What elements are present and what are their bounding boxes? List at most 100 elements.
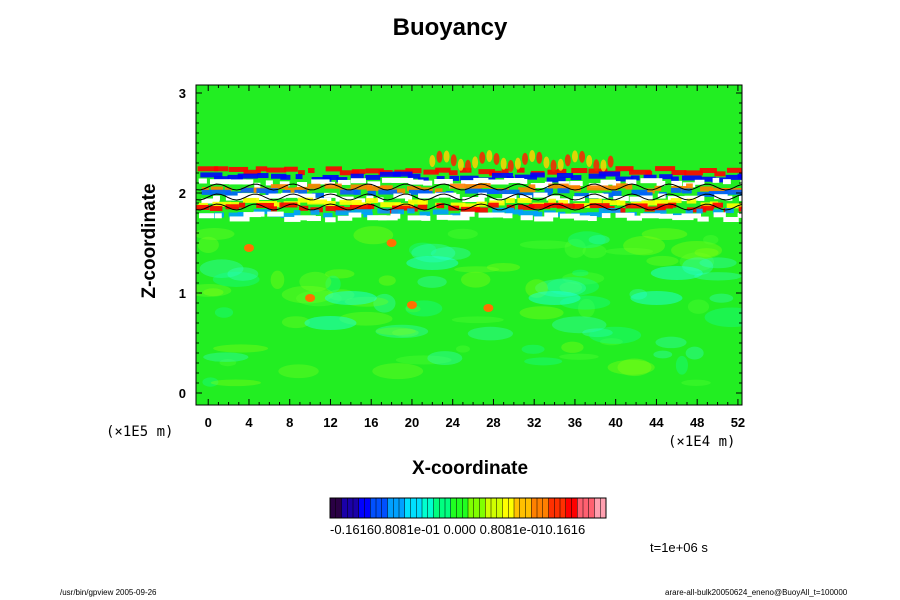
field-streak xyxy=(350,184,373,190)
field-streak xyxy=(196,204,210,210)
field-blob xyxy=(304,316,357,330)
field-streak xyxy=(325,217,336,223)
field-streak xyxy=(379,171,401,177)
colorbar-cell xyxy=(571,498,578,518)
field-blob xyxy=(685,346,704,360)
field-streak xyxy=(625,203,648,209)
field-streak xyxy=(613,195,629,201)
field-streak xyxy=(366,186,387,192)
field-streak xyxy=(556,168,567,174)
field-streak xyxy=(528,203,551,209)
field-streak xyxy=(213,166,229,172)
field-streak xyxy=(209,205,223,211)
field-streak xyxy=(367,215,387,221)
field-streak xyxy=(256,202,274,208)
field-streak xyxy=(280,212,298,218)
x-tick-label: 8 xyxy=(286,415,293,430)
y-tick-label: 0 xyxy=(179,386,186,401)
x-tick-label: 28 xyxy=(486,415,500,430)
field-streak xyxy=(668,202,677,208)
field-streak xyxy=(418,190,433,196)
field-streak xyxy=(243,169,261,175)
field-blob xyxy=(451,316,504,324)
field-streak xyxy=(657,203,673,209)
field-blob xyxy=(607,359,655,375)
field-streak xyxy=(406,186,422,192)
field-streak xyxy=(517,197,532,203)
field-streak xyxy=(405,168,422,174)
field-streak xyxy=(588,193,604,199)
field-blob xyxy=(392,328,419,337)
field-blob xyxy=(703,234,719,245)
field-streak xyxy=(391,209,405,215)
y-tick-label: 2 xyxy=(179,186,186,201)
colorbar-cell xyxy=(387,498,394,518)
field-blob xyxy=(582,244,607,259)
field-streak xyxy=(473,177,489,183)
field-streak xyxy=(712,209,723,215)
field-blob xyxy=(270,270,285,290)
field-streak xyxy=(640,178,663,184)
field-blob xyxy=(704,307,742,328)
field-blob xyxy=(500,157,507,170)
field-streak xyxy=(725,195,733,201)
field-blob xyxy=(529,150,536,163)
field-blob xyxy=(219,359,237,367)
field-blob xyxy=(546,277,599,296)
field-streak xyxy=(475,207,488,213)
field-streak xyxy=(448,170,458,176)
field-streak xyxy=(478,183,491,189)
field-streak xyxy=(199,213,214,219)
field-streak xyxy=(423,180,433,186)
field-streak xyxy=(209,179,231,185)
colorbar-cell xyxy=(427,498,434,518)
field-streak xyxy=(518,192,535,198)
field-streak xyxy=(533,211,543,217)
field-streak xyxy=(700,176,716,182)
field-blob xyxy=(550,159,557,172)
field-streak xyxy=(615,176,634,182)
field-blob xyxy=(564,238,586,258)
field-streak xyxy=(408,179,424,185)
field-blob xyxy=(709,293,734,303)
field-blob xyxy=(227,267,259,281)
field-blob xyxy=(564,154,571,167)
field-streak xyxy=(602,199,621,205)
field-streak xyxy=(586,212,608,218)
field-streak xyxy=(310,209,320,215)
field-streak xyxy=(561,185,581,191)
field-streak xyxy=(225,204,239,210)
field-blob xyxy=(486,262,521,272)
field-streak xyxy=(630,175,640,181)
field-streak xyxy=(350,173,364,179)
field-streak xyxy=(725,208,734,214)
field-blob xyxy=(212,271,260,288)
field-streak xyxy=(405,196,413,202)
field-blob xyxy=(196,284,232,297)
field-streak xyxy=(349,204,372,210)
field-streak xyxy=(739,188,742,194)
field-streak xyxy=(339,199,362,205)
field-streak xyxy=(323,212,333,218)
x-tick-label: 52 xyxy=(731,415,745,430)
field-streak xyxy=(557,188,570,194)
field-streak xyxy=(503,213,513,219)
field-streak xyxy=(501,168,509,174)
field-blob xyxy=(600,159,607,172)
field-streak xyxy=(520,178,528,184)
field-blob xyxy=(557,158,564,171)
field-streak xyxy=(598,208,621,214)
field-streak xyxy=(615,212,635,218)
field-streak xyxy=(659,174,673,180)
field-streak xyxy=(382,177,401,183)
field-streak xyxy=(296,182,308,188)
field-streak xyxy=(214,176,230,182)
field-blob xyxy=(543,156,550,169)
field-blob xyxy=(679,252,715,272)
field-streak xyxy=(460,175,479,181)
field-streak xyxy=(588,168,608,174)
field-streak xyxy=(324,183,342,189)
field-blob xyxy=(521,344,545,354)
field-blob xyxy=(436,150,443,163)
field-streak xyxy=(464,188,482,194)
